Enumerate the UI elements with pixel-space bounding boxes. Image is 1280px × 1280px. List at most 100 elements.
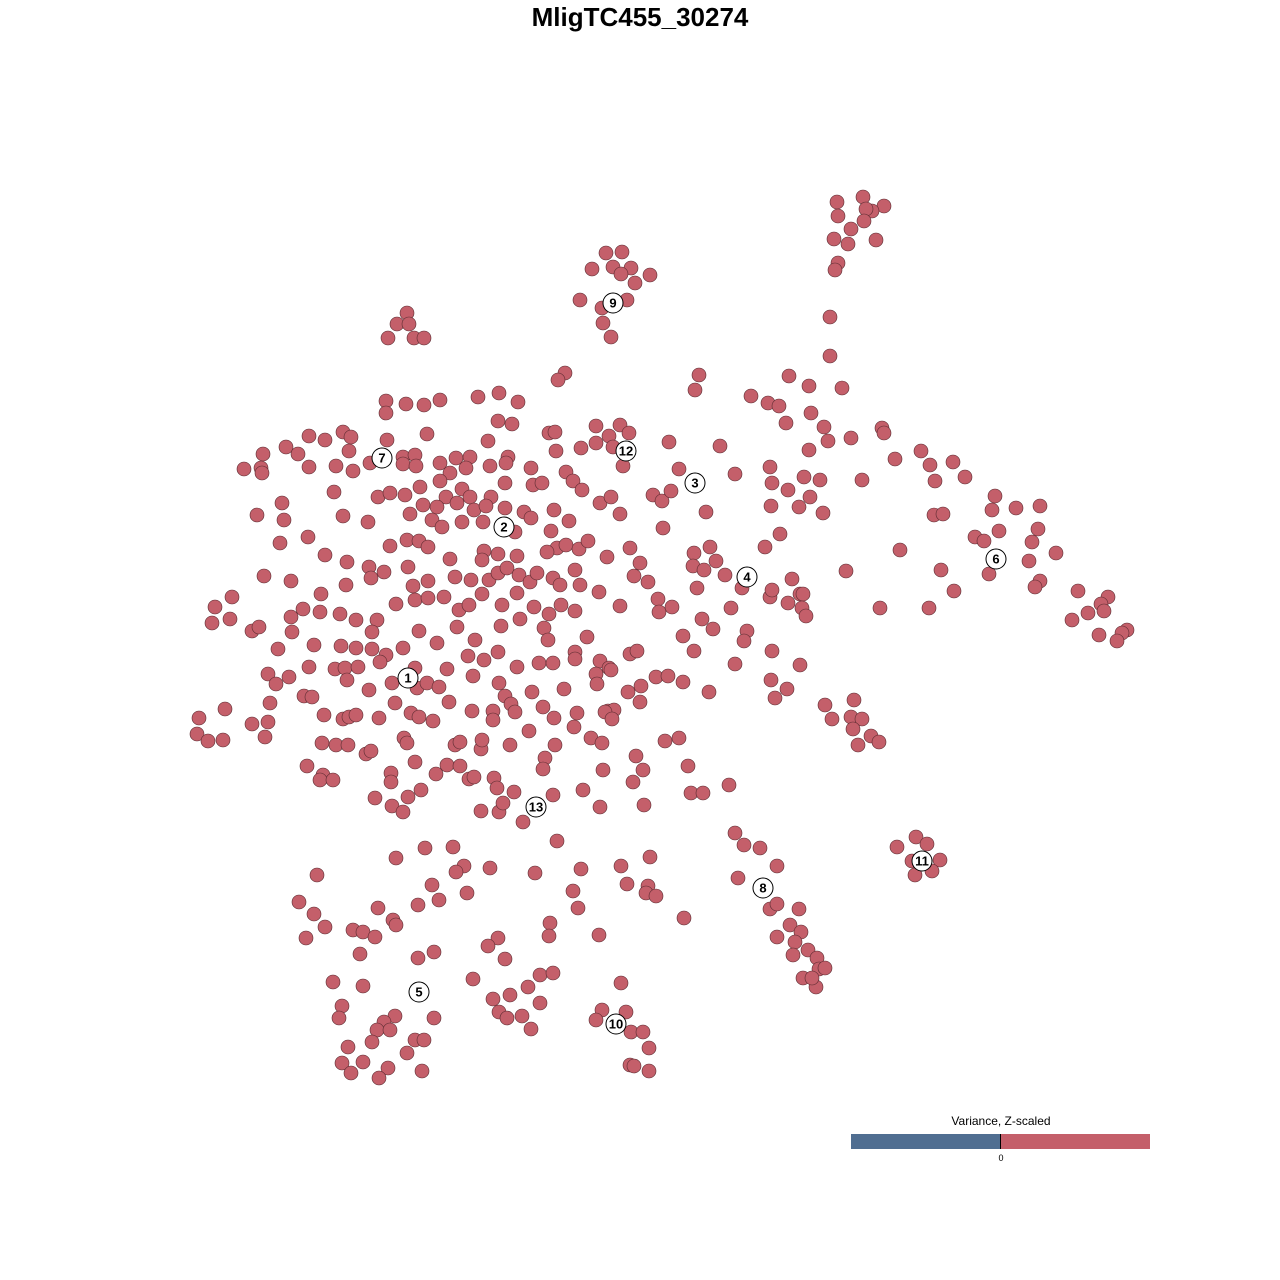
data-point (642, 267, 658, 283)
data-point (256, 568, 272, 584)
data-point (337, 660, 353, 676)
data-point (927, 473, 943, 489)
data-point (549, 833, 565, 849)
data-point (613, 858, 629, 874)
data-point (189, 726, 205, 742)
colorbar-negative (851, 1134, 1001, 1149)
data-point (395, 804, 411, 820)
data-point (569, 705, 585, 721)
data-point (482, 860, 498, 876)
data-point (506, 784, 522, 800)
data-point (514, 1008, 530, 1024)
data-point (462, 489, 478, 505)
data-point (416, 330, 432, 346)
data-point (695, 785, 711, 801)
data-point (461, 597, 477, 613)
data-point (348, 612, 364, 628)
data-point (840, 236, 856, 252)
cluster-label: 11 (911, 850, 933, 872)
data-point (372, 654, 388, 670)
data-point (635, 762, 651, 778)
data-point (850, 737, 866, 753)
data-point (1080, 605, 1096, 621)
cluster-label: 3 (684, 472, 706, 494)
data-point (614, 244, 630, 260)
data-point (480, 938, 496, 954)
data-point (574, 482, 590, 498)
data-point (325, 772, 341, 788)
chart-title: MligTC455_30274 (531, 2, 749, 32)
data-point (856, 213, 872, 229)
data-point (388, 917, 404, 933)
data-point (854, 711, 870, 727)
data-point (1096, 603, 1112, 619)
data-point (480, 433, 496, 449)
data-point (1008, 500, 1024, 516)
data-point (489, 780, 505, 796)
data-point (341, 443, 357, 459)
data-point (465, 668, 481, 684)
data-point (382, 1022, 398, 1038)
data-point (721, 777, 737, 793)
data-point (565, 473, 581, 489)
data-point (314, 735, 330, 751)
data-point (317, 919, 333, 935)
data-point (474, 552, 490, 568)
data-point (826, 231, 842, 247)
data-point (534, 475, 550, 491)
data-point (426, 1010, 442, 1026)
data-point (331, 1010, 347, 1026)
data-point (781, 368, 797, 384)
data-point (935, 506, 951, 522)
data-point (283, 573, 299, 589)
data-point (511, 567, 527, 583)
cluster-label-circle (525, 796, 547, 818)
data-point (822, 348, 838, 364)
cluster-label-text: 13 (529, 800, 543, 815)
data-point (300, 529, 316, 545)
data-point (592, 799, 608, 815)
data-point (532, 995, 548, 1011)
data-point (414, 1063, 430, 1079)
data-point (401, 316, 417, 332)
data-point (767, 690, 783, 706)
data-point (1064, 612, 1080, 628)
data-point (687, 382, 703, 398)
data-point (326, 484, 342, 500)
data-point (301, 459, 317, 475)
data-point (830, 208, 846, 224)
cluster-label-text: 11 (915, 854, 929, 869)
data-point (778, 415, 794, 431)
data-point (660, 668, 676, 684)
data-point (364, 1034, 380, 1050)
data-point (490, 413, 506, 429)
data-point (458, 460, 474, 476)
data-point (284, 624, 300, 640)
data-point (191, 710, 207, 726)
data-point (764, 643, 780, 659)
data-point (629, 643, 645, 659)
data-point (542, 915, 558, 931)
data-point (812, 472, 828, 488)
data-point (529, 565, 545, 581)
data-point (317, 547, 333, 563)
data-point (784, 571, 800, 587)
data-point (635, 1024, 651, 1040)
data-point (502, 987, 518, 1003)
data-point (257, 729, 273, 745)
data-point (702, 539, 718, 555)
data-point (463, 572, 479, 588)
data-point (426, 944, 442, 960)
data-point (306, 637, 322, 653)
cluster-label-circle (371, 447, 393, 469)
data-point (540, 632, 556, 648)
data-point (395, 640, 411, 656)
data-point (717, 567, 733, 583)
data-point (363, 743, 379, 759)
data-point (603, 329, 619, 345)
data-point (222, 611, 238, 627)
data-point (632, 555, 648, 571)
cluster-label-circle (736, 566, 758, 588)
data-point (515, 814, 531, 830)
data-point (815, 505, 831, 521)
